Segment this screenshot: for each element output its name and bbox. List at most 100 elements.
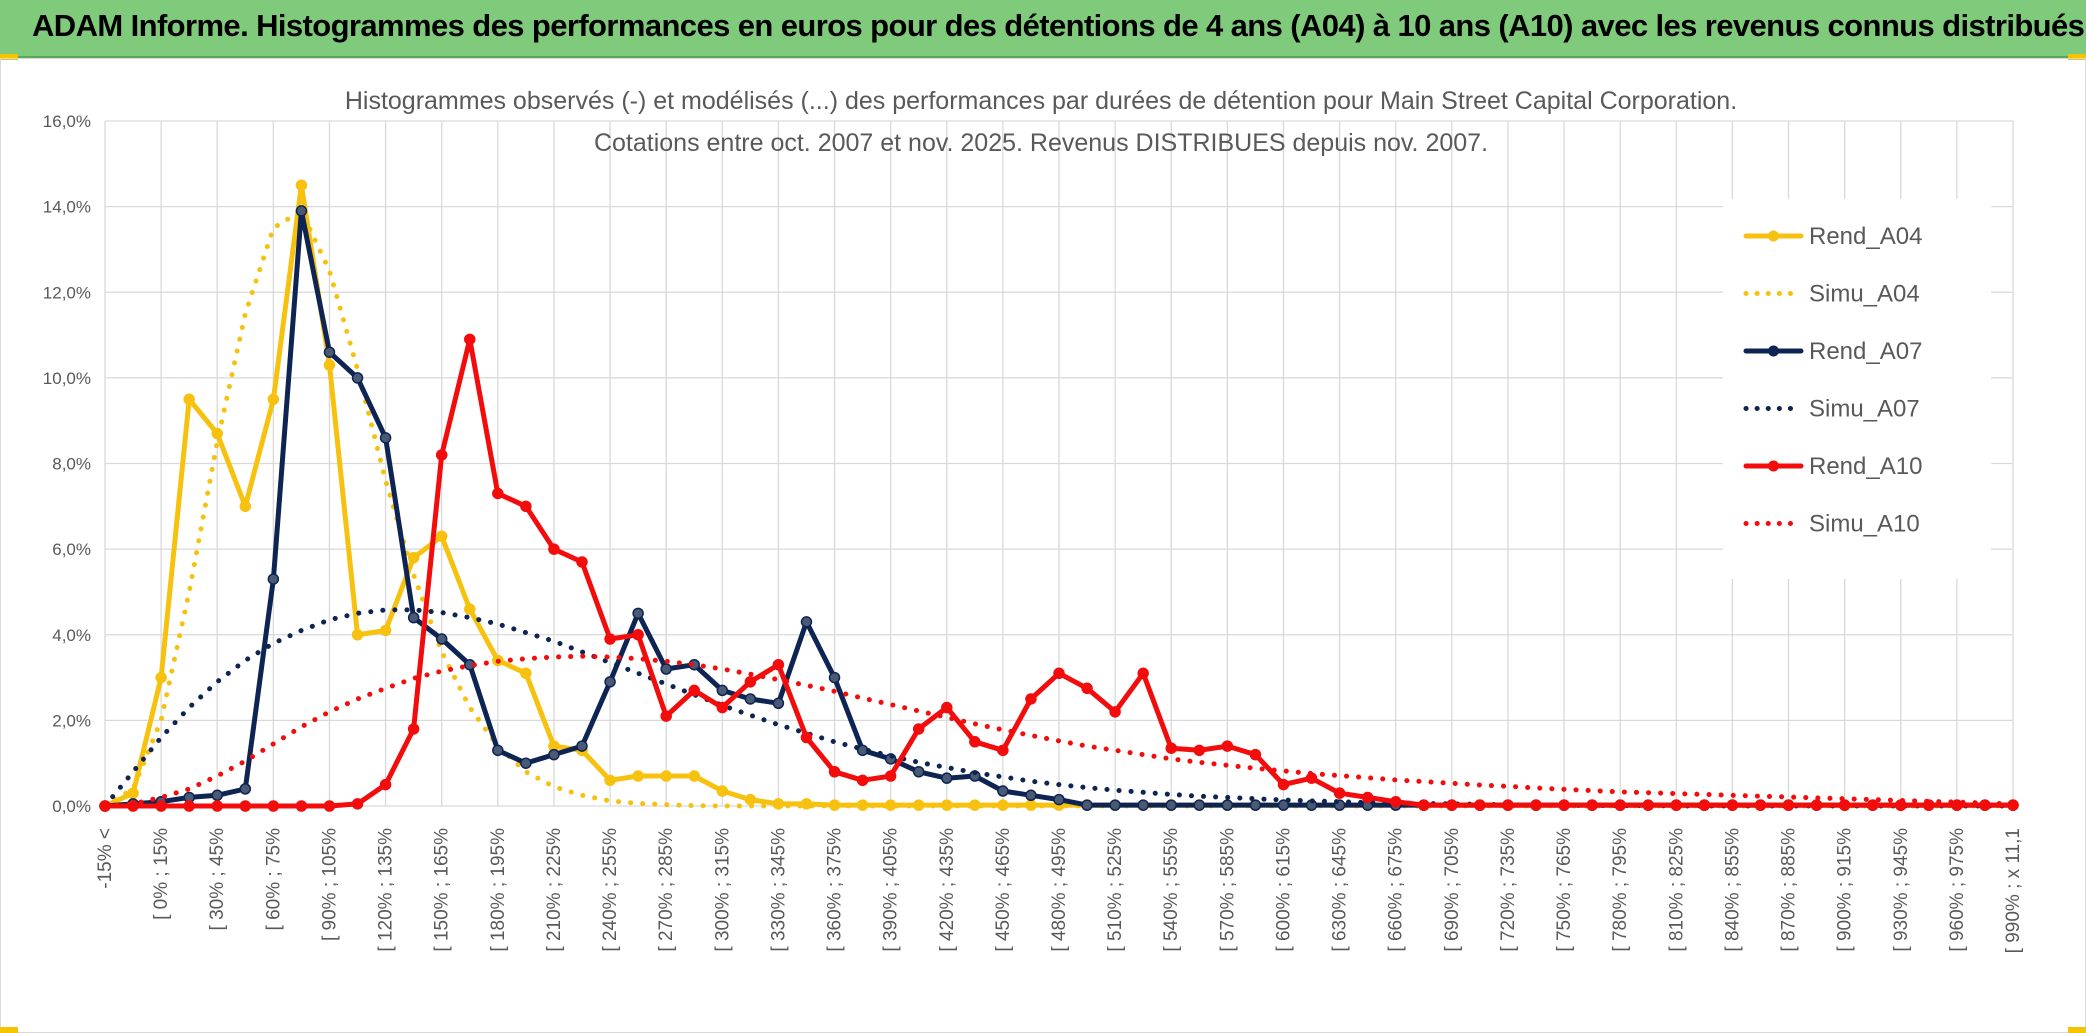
data-point: [211, 800, 223, 812]
x-tick-label: [ 600% ; 615%: [1273, 828, 1294, 952]
x-tick-label: [ 570% ; 585%: [1217, 828, 1238, 952]
x-tick-label: [ 210% ; 225%: [544, 828, 565, 952]
data-point: [912, 723, 925, 735]
data-point: [1558, 799, 1570, 811]
x-tick-label: -15% <: [95, 828, 116, 889]
data-point: [604, 676, 616, 688]
data-point: [1137, 799, 1149, 811]
axis-layer: 0,0% 2,0% 4,0% 6,0% 8,0% 10,0% 12,0% 14,0% 16,0%…: [43, 112, 2024, 953]
legend-label: Rend_A07: [1809, 338, 1922, 365]
data-point: [688, 770, 700, 782]
y-tick-label: 10,0%: [43, 369, 91, 388]
data-point: [1109, 799, 1121, 811]
x-tick-label: [ 780% ; 795%: [1610, 828, 1631, 952]
data-point: [407, 723, 420, 735]
x-tick-label: [ 510% ; 525%: [1105, 828, 1126, 952]
x-tick-label: [ 360% ; 375%: [825, 828, 846, 952]
data-point: [435, 530, 448, 543]
data-point: [716, 785, 729, 797]
corner-accent: [0, 1027, 18, 1033]
data-point: [239, 800, 252, 812]
data-point: [211, 789, 223, 802]
data-point: [1642, 799, 1654, 811]
chart-legend: Rend_A04 Simu_A04 Rend_A07 Simu_A07 Rend_A10…: [1723, 199, 1991, 579]
data-point: [1249, 799, 1262, 811]
data-point: [407, 611, 420, 624]
data-point: [155, 800, 167, 812]
legend-item: Simu_A10: [1743, 511, 1920, 538]
data-point: [520, 667, 532, 680]
data-point: [492, 487, 504, 500]
x-tick-label: [ 420% ; 435%: [937, 828, 958, 952]
data-point: [1754, 799, 1767, 811]
legend-item: Rend_A04: [1743, 223, 1922, 250]
data-point: [941, 772, 953, 784]
data-point: [351, 629, 364, 641]
x-tick-label: [ 900% ; 915%: [1835, 828, 1856, 952]
data-point: [969, 736, 981, 748]
data-point: [1249, 748, 1262, 761]
x-tick-label: [ 870% ; 885%: [1779, 828, 1800, 952]
data-point: [828, 766, 841, 778]
data-point: [884, 770, 897, 782]
histogram-chart: 0,0% 2,0% 4,0% 6,0% 8,0% 10,0% 12,0% 14,0% 16,0%…: [43, 87, 2024, 953]
data-point: [772, 658, 785, 671]
data-point: [1951, 799, 1963, 811]
data-point: [604, 774, 616, 787]
series-line: [102, 653, 2016, 809]
corner-accent: [0, 54, 18, 60]
data-point: [912, 766, 925, 778]
data-point: [1193, 744, 1206, 757]
data-point: [351, 798, 364, 810]
data-point: [632, 607, 644, 620]
data-point: [1221, 740, 1234, 752]
legend-label: Simu_A04: [1809, 281, 1920, 308]
data-point: [1810, 799, 1823, 811]
x-tick-label: [ 330% ; 345%: [768, 828, 789, 952]
data-point: [688, 684, 700, 697]
data-point: [997, 785, 1009, 797]
data-point: [379, 624, 392, 637]
data-point: [295, 800, 308, 812]
data-point: [1418, 799, 1430, 811]
x-tick-label: [ 630% ; 645%: [1330, 828, 1351, 952]
data-point: [716, 701, 729, 714]
data-point: [267, 573, 280, 585]
data-point: [660, 770, 672, 782]
data-point: [323, 359, 336, 371]
data-point: [1502, 799, 1514, 811]
data-point: [183, 800, 195, 812]
series-simu-a07: [102, 607, 2016, 809]
data-point: [183, 393, 195, 406]
y-tick-label: 0,0%: [52, 797, 91, 816]
x-tick-label: [ 270% ; 285%: [656, 828, 677, 952]
data-point: [239, 500, 252, 513]
x-tick-label: [ 690% ; 705%: [1442, 828, 1463, 952]
data-point: [435, 449, 448, 461]
y-tick-label: 8,0%: [52, 455, 91, 474]
data-point: [1165, 742, 1177, 754]
x-tick-label: [ 60% ; 75%: [263, 828, 284, 931]
x-tick-label: [ 180% ; 195%: [488, 828, 509, 952]
data-point: [1726, 799, 1739, 811]
data-point: [744, 693, 757, 705]
corner-accent: [2068, 1027, 2086, 1033]
data-point: [1221, 799, 1234, 811]
chart-title: Histogrammes observés (-) et modélisés (…: [345, 87, 1737, 115]
data-point: [856, 774, 869, 787]
data-point: [1670, 799, 1683, 811]
data-point: [632, 629, 644, 641]
corner-accent: [2068, 54, 2086, 60]
x-tick-label: [ 450% ; 465%: [993, 828, 1014, 952]
legend-item: Simu_A07: [1743, 396, 1920, 423]
data-point: [1025, 789, 1037, 802]
data-point: [492, 744, 504, 757]
legend-label: Rend_A10: [1809, 453, 1922, 480]
data-point: [1165, 799, 1177, 811]
data-point: [1333, 787, 1346, 799]
data-point: [267, 393, 280, 406]
data-point: [1838, 799, 1851, 811]
data-point: [379, 432, 392, 444]
x-tick-label: [ 30% ; 45%: [207, 828, 228, 931]
data-point: [1109, 706, 1121, 718]
